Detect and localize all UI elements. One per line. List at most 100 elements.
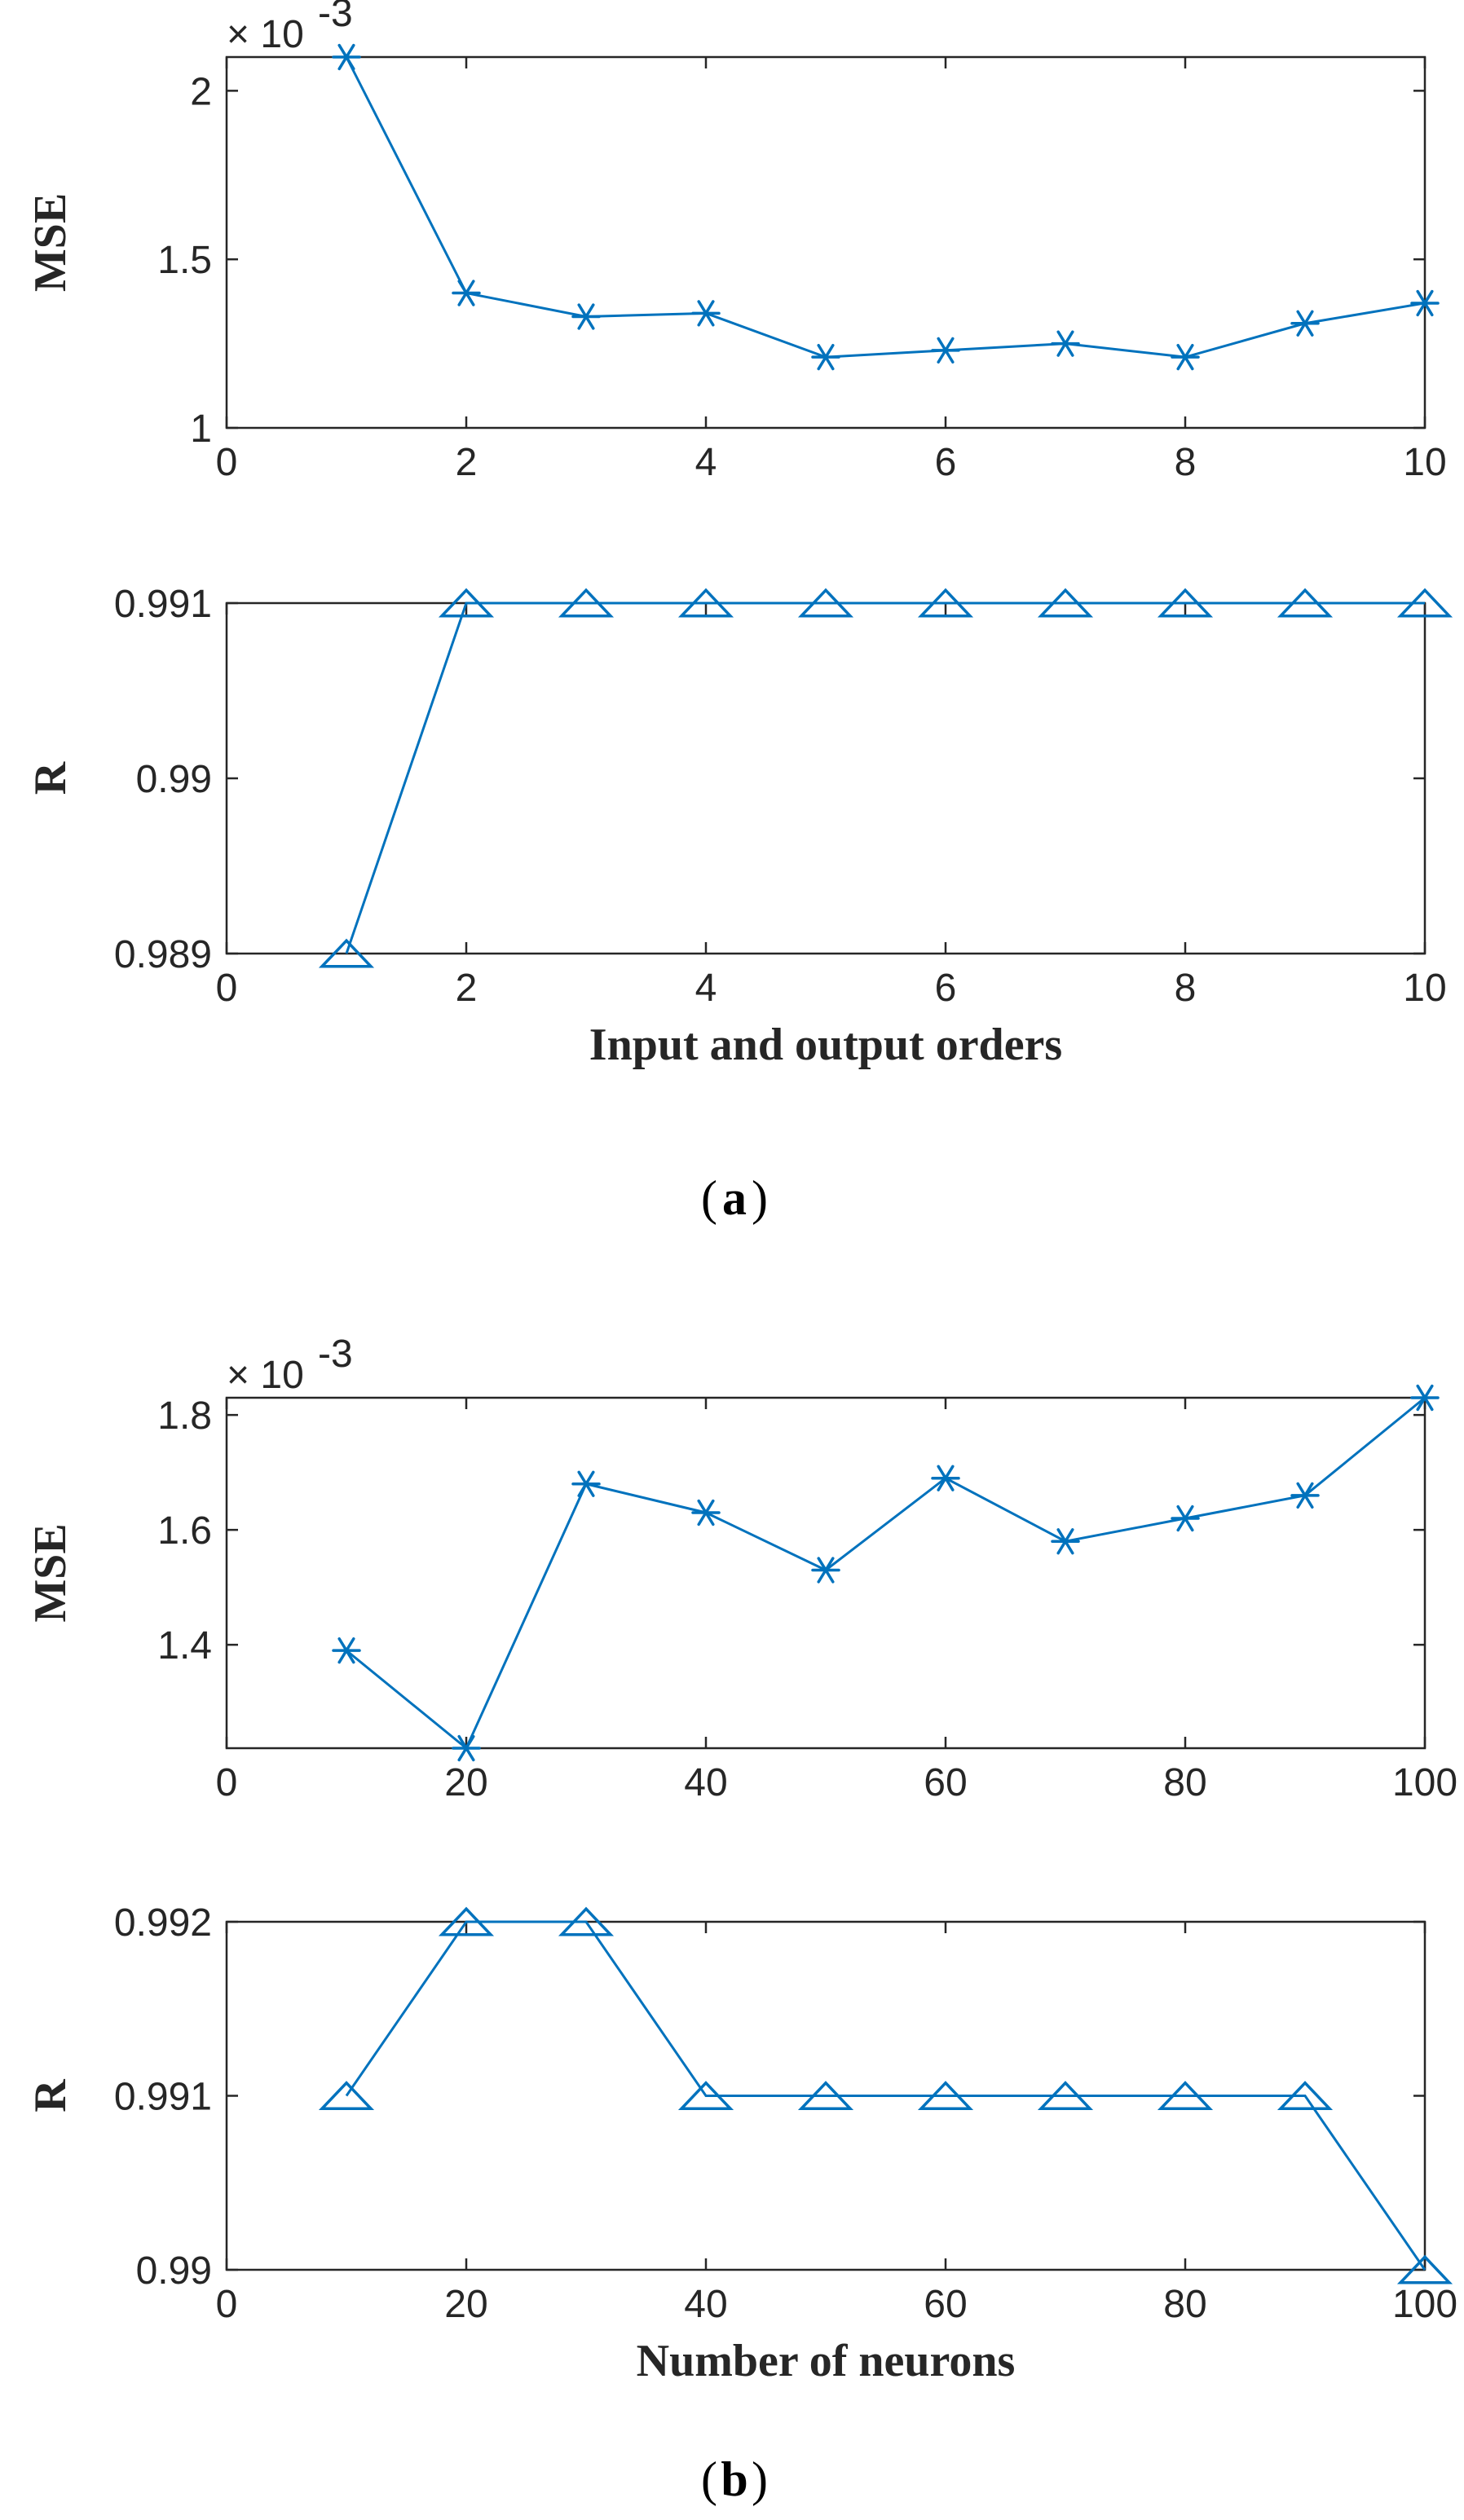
data-point (452, 1734, 481, 1762)
chart-4: 0 20 40 60 80 100 0.99 0.991 0.992 R Number of neu… (25, 1901, 1457, 2386)
y-tick-label: 2 (190, 70, 212, 113)
data-point (1410, 1384, 1440, 1412)
chart-1: 0 2 4 6 8 10 1 1.5 2 MSE × 10 -3 (25, 0, 1447, 484)
x-tick-label: 2 (456, 967, 478, 1010)
y-tick-label: 1.4 (157, 1624, 212, 1668)
plot-frame (225, 1396, 1427, 1750)
chart-2: 0 2 4 6 8 10 0.989 0.99 0.991 R Input and output o… (25, 583, 1453, 1070)
axis-multiplier-exponent: -3 (318, 0, 353, 35)
x-tick-label: 2 (456, 441, 478, 484)
data-point-stroke (817, 1557, 835, 1584)
data-point (1410, 289, 1440, 317)
y-tick-label: 1.8 (157, 1394, 212, 1438)
x-tick-label: 0 (216, 2283, 238, 2326)
data-point-stroke (1416, 1384, 1434, 1412)
data-point (1037, 588, 1094, 618)
x-tick-label: 80 (1163, 1761, 1206, 1804)
data-point (797, 2081, 854, 2111)
y-tick-label: 0.991 (114, 583, 212, 626)
series-line (346, 1396, 1426, 1751)
caption-a-close: ) (752, 1171, 768, 1225)
data-point-stroke (577, 303, 595, 330)
data-point (571, 303, 601, 330)
x-tick-label: 60 (924, 1761, 967, 1804)
x-tick-label: 100 (1392, 1761, 1457, 1804)
y-tick-label: 0.989 (114, 933, 212, 976)
data-point-stroke (1296, 310, 1314, 337)
x-tick-label: 20 (444, 2283, 487, 2326)
data-point-stroke (1056, 330, 1074, 357)
x-tick-label: 0 (216, 1761, 238, 1804)
y-tick-label: 0.99 (136, 2249, 212, 2293)
x-tick-label: 6 (935, 441, 957, 484)
data-point (1171, 343, 1200, 371)
caption-b-open: ( (701, 2452, 717, 2506)
data-point (1051, 1528, 1080, 1555)
x-tick-label: 6 (935, 967, 957, 1010)
data-point (1277, 2081, 1334, 2111)
data-point-stroke (937, 337, 955, 364)
x-axis-label: Input and output orders (589, 1020, 1062, 1070)
x-tick-label: 40 (684, 1761, 727, 1804)
x-tick-label: 4 (695, 441, 717, 484)
x-tick-label: 60 (924, 2283, 967, 2326)
x-tick-label: 8 (1175, 441, 1197, 484)
data-point (811, 343, 840, 371)
data-point-stroke (337, 43, 355, 71)
y-axis-label: MSE (25, 1523, 76, 1622)
data-point-stroke (1416, 289, 1434, 317)
x-tick-label: 8 (1175, 967, 1197, 1010)
data-point (691, 300, 721, 327)
y-axis-label: R (25, 761, 76, 795)
x-tick-label: 10 (1403, 441, 1446, 484)
data-point-stroke (1296, 1482, 1314, 1509)
data-point-stroke (1056, 1528, 1074, 1555)
data-point (931, 337, 960, 364)
data-point (558, 588, 615, 618)
data-point-stroke (1176, 343, 1194, 371)
data-point (1290, 1482, 1320, 1509)
data-point (1157, 588, 1214, 618)
data-point (571, 1470, 601, 1497)
x-tick-label: 100 (1392, 2283, 1457, 2326)
data-point (917, 588, 974, 618)
data-point (1037, 2081, 1094, 2111)
caption-b-letter: b (721, 2452, 747, 2506)
data-point-stroke (1176, 1505, 1194, 1532)
caption-a-letter: a (722, 1171, 747, 1225)
data-point (332, 43, 361, 71)
data-point (691, 1499, 721, 1527)
data-point-stroke (457, 280, 475, 306)
data-point-stroke (697, 1499, 715, 1527)
x-tick-label: 0 (216, 967, 238, 1010)
series-line (345, 1920, 1427, 2271)
data-point (452, 280, 481, 306)
chart-3: 0 20 40 60 80 100 1.4 1.6 1.8 MSE × 10 -3 (25, 1333, 1457, 1804)
data-point (1396, 2254, 1453, 2284)
axis-multiplier-exponent: -3 (318, 1333, 353, 1376)
x-axis-label: Number of neurons (637, 2336, 1016, 2386)
y-tick-label: 0.992 (114, 1901, 212, 1945)
data-point (332, 1637, 361, 1664)
series-line (345, 56, 1426, 359)
data-point (677, 2081, 734, 2111)
data-point-stroke (457, 1734, 475, 1762)
caption-a: ( a ) (701, 1171, 768, 1225)
data-point-stroke (817, 343, 835, 371)
data-point (438, 1906, 495, 1936)
x-tick-label: 10 (1403, 967, 1446, 1010)
data-point (438, 588, 495, 618)
series-line (345, 601, 1425, 954)
y-tick-label: 0.99 (136, 758, 212, 801)
y-tick-label: 0.991 (114, 2076, 212, 2119)
x-tick-label: 4 (695, 967, 717, 1010)
caption-b-close: ) (752, 2452, 768, 2506)
data-point (1171, 1505, 1200, 1532)
data-point (1290, 310, 1320, 337)
data-point (811, 1557, 840, 1584)
data-point (797, 588, 854, 618)
data-point-stroke (697, 300, 715, 327)
data-point (558, 1906, 615, 1936)
y-tick-label: 1 (190, 408, 212, 451)
